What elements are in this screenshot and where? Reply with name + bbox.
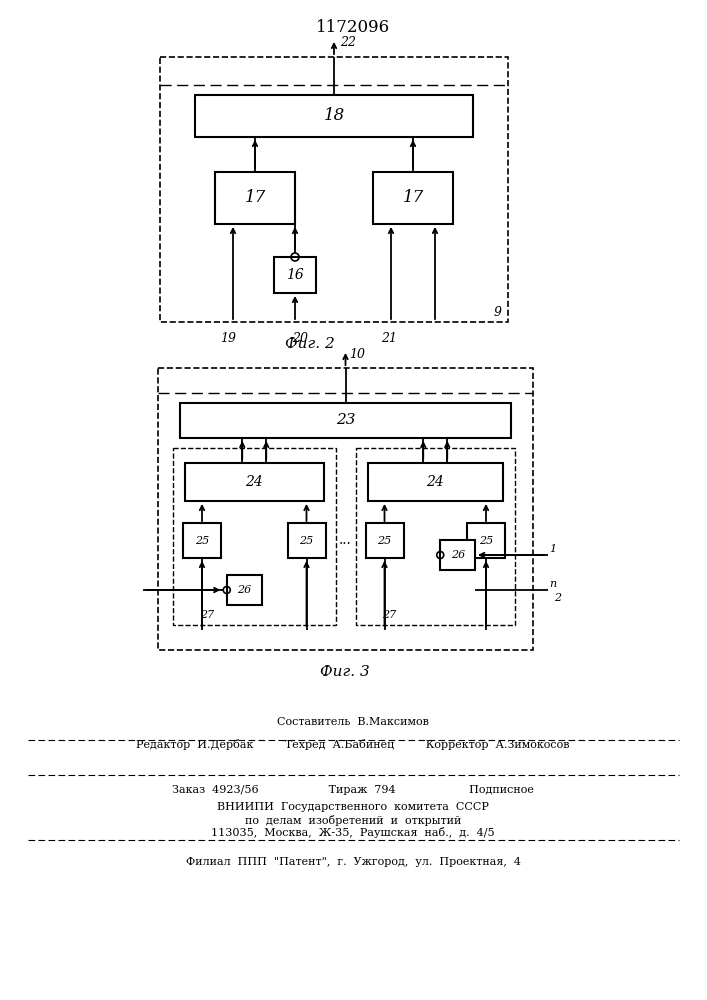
Bar [180,403,511,438]
Bar [160,57,508,322]
Text: 113035,  Москва,  Ж-35,  Раушская  наб.,  д.  4/5: 113035, Москва, Ж-35, Раушская наб., д. … [211,826,495,838]
Text: 24: 24 [245,475,263,489]
Text: Составитель  В.Максимов: Составитель В.Максимов [277,717,429,727]
Bar [366,523,404,558]
Bar [227,575,262,605]
Text: 25: 25 [195,536,209,546]
Text: 21: 21 [381,332,397,344]
Bar [173,448,336,625]
Text: 16: 16 [286,268,304,282]
Bar [288,523,325,558]
Text: по  делам  изобретений  и  открытий: по делам изобретений и открытий [245,814,461,826]
Text: 1172096: 1172096 [316,19,390,36]
Text: 20: 20 [292,332,308,344]
Text: 22: 22 [340,36,356,49]
Text: 25: 25 [299,536,314,546]
Bar [185,463,324,501]
Bar [356,448,515,625]
Text: Заказ  4923/56                    Тираж  794                     Подписное: Заказ 4923/56 Тираж 794 Подписное [172,785,534,795]
Text: 17: 17 [245,190,266,207]
Bar [368,463,503,501]
Bar [467,523,505,558]
Text: ВНИИПИ  Государственного  комитета  СССР: ВНИИПИ Государственного комитета СССР [217,802,489,812]
Text: 25: 25 [479,536,493,546]
Bar [440,540,475,570]
Bar [373,172,453,224]
Text: 24: 24 [426,475,444,489]
Text: 2: 2 [554,593,561,603]
Bar [274,257,316,293]
Text: 17: 17 [402,190,423,207]
Bar [158,368,533,650]
Text: ...: ... [339,534,352,548]
Text: 26: 26 [450,550,465,560]
Text: Фиг. 3: Фиг. 3 [320,665,370,679]
Bar [215,172,295,224]
Text: 9: 9 [494,306,502,318]
Text: 19: 19 [220,332,236,344]
Text: 26: 26 [237,585,252,595]
Bar [183,523,221,558]
Text: 27: 27 [200,610,214,620]
Bar [195,95,473,137]
Text: Редактор  И.Дербак         Техред  А.Бабинец         Корректор  А.Зимокосов: Редактор И.Дербак Техред А.Бабинец Корре… [136,740,570,750]
Text: 27: 27 [382,610,397,620]
Text: n: n [549,579,556,589]
Text: 25: 25 [378,536,392,546]
Text: 23: 23 [336,414,355,428]
Text: 1: 1 [549,544,556,554]
Text: 10: 10 [349,348,366,360]
Text: 18: 18 [323,107,344,124]
Text: Филиал  ППП  "Патент",  г.  Ужгород,  ул.  Проектная,  4: Филиал ППП "Патент", г. Ужгород, ул. Про… [185,857,520,867]
Text: Фиг. 2: Фиг. 2 [285,337,335,351]
